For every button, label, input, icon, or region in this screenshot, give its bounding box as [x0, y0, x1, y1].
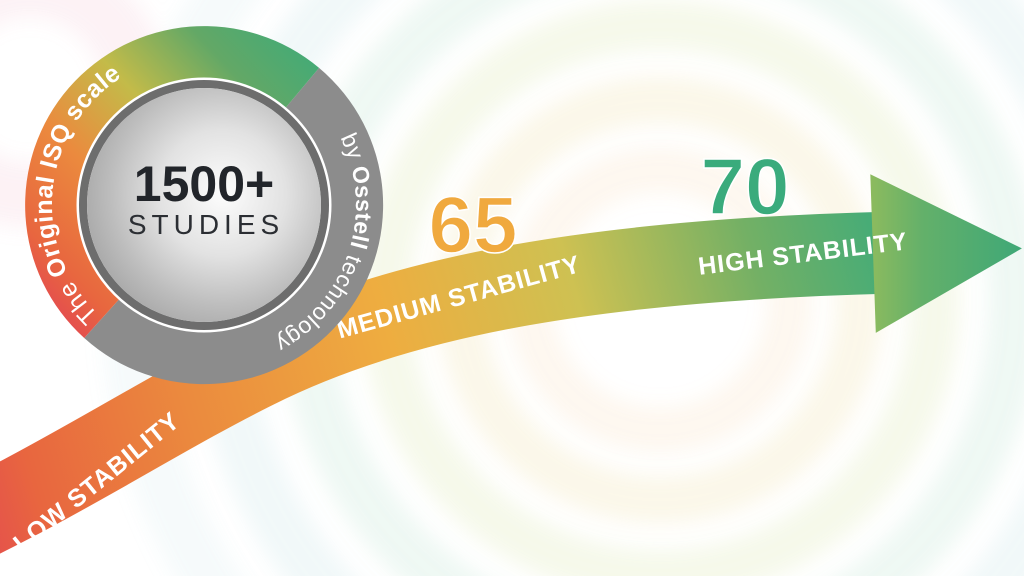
svg-text:70: 70: [701, 142, 790, 231]
svg-text:65: 65: [429, 180, 518, 269]
svg-text:STUDIES: STUDIES: [128, 209, 284, 240]
svg-text:1500+: 1500+: [134, 156, 274, 212]
